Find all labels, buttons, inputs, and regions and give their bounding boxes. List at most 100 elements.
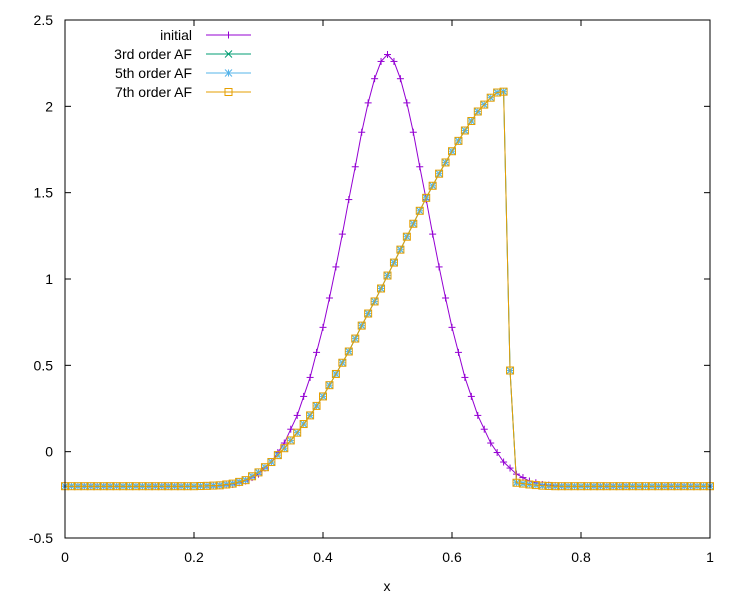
data-point xyxy=(667,482,676,491)
x-tick-label: 0.4 xyxy=(313,549,333,565)
data-point xyxy=(641,482,650,491)
data-point xyxy=(86,482,95,491)
y-tick-label: 0.5 xyxy=(34,357,54,373)
data-point xyxy=(647,482,656,491)
y-tick-label: -0.5 xyxy=(29,530,53,546)
data-point xyxy=(448,323,456,331)
data-point xyxy=(448,147,456,156)
data-point xyxy=(300,392,308,400)
data-point xyxy=(293,428,302,437)
data-point xyxy=(454,348,462,356)
data-point xyxy=(345,196,353,204)
x-tick-label: 0.8 xyxy=(571,549,591,565)
data-point xyxy=(312,401,321,410)
data-point xyxy=(190,482,198,491)
data-point xyxy=(429,230,437,238)
data-point xyxy=(80,482,89,491)
data-point xyxy=(589,482,598,491)
data-point xyxy=(422,193,431,202)
data-point xyxy=(390,57,398,65)
axes-layer: 0 0.2 0.4 0.6 0.8 1 -0.5 0 0.5 1 1.5 2 2.5 xyxy=(29,12,714,565)
series-4 xyxy=(61,87,714,491)
data-point xyxy=(609,482,618,491)
data-point xyxy=(693,482,702,491)
legend-item: 7th order AF xyxy=(115,84,251,100)
legend-item: initial xyxy=(160,27,251,43)
data-point xyxy=(518,479,527,488)
data-point xyxy=(416,163,424,171)
data-point xyxy=(351,334,360,343)
data-point xyxy=(138,482,147,491)
legend: initial 3rd order AF 5th order AF 7th order… xyxy=(114,27,251,100)
data-point xyxy=(332,263,340,271)
data-point xyxy=(403,99,411,107)
data-point xyxy=(306,411,315,420)
data-point xyxy=(228,479,237,488)
data-point xyxy=(325,294,333,302)
data-point xyxy=(506,366,515,375)
data-point xyxy=(435,263,443,271)
data-point xyxy=(215,481,224,490)
legend-item: 5th order AF xyxy=(115,65,251,81)
data-point xyxy=(480,425,488,433)
data-point xyxy=(144,482,153,491)
data-point xyxy=(93,482,102,491)
legend-marker xyxy=(224,69,233,77)
data-point xyxy=(577,482,585,491)
data-point xyxy=(377,57,385,65)
data-point xyxy=(338,358,347,367)
data-point xyxy=(319,323,327,331)
data-point xyxy=(435,169,444,178)
data-point xyxy=(358,128,366,136)
data-point xyxy=(615,482,624,491)
data-point xyxy=(325,381,334,390)
data-point xyxy=(383,271,392,280)
data-point xyxy=(557,482,566,491)
data-point xyxy=(293,411,301,419)
data-point xyxy=(396,75,404,83)
x-tick-label: 0 xyxy=(61,549,69,565)
data-point xyxy=(273,451,282,460)
y-tick-label: 0 xyxy=(45,444,53,460)
data-point xyxy=(596,482,605,491)
data-point xyxy=(222,480,231,489)
data-point xyxy=(119,482,128,491)
y-tick-label: 1.5 xyxy=(34,185,54,201)
data-point xyxy=(673,482,682,491)
data-point xyxy=(500,458,508,466)
data-point xyxy=(460,126,469,135)
y-tick-label: 2.5 xyxy=(34,12,54,28)
data-point xyxy=(177,482,186,491)
data-point xyxy=(493,449,501,457)
data-point xyxy=(254,468,263,477)
series-line xyxy=(65,91,710,487)
data-point xyxy=(73,482,82,491)
legend-label: 7th order AF xyxy=(115,84,192,100)
data-point xyxy=(493,88,502,97)
data-point xyxy=(428,181,437,190)
data-point xyxy=(467,392,475,400)
data-point xyxy=(235,477,244,486)
data-point xyxy=(480,100,489,109)
data-point xyxy=(151,482,160,491)
data-point xyxy=(338,230,346,238)
y-tick-label: 2 xyxy=(45,98,53,114)
data-point xyxy=(564,482,573,491)
data-point xyxy=(170,482,179,491)
data-point xyxy=(454,136,463,145)
data-point xyxy=(209,481,218,490)
data-point xyxy=(280,444,289,453)
data-point xyxy=(628,482,637,491)
data-point xyxy=(486,93,495,102)
data-point xyxy=(384,51,391,59)
x-axis-label: x xyxy=(384,578,391,594)
data-point xyxy=(267,458,276,467)
data-point xyxy=(125,482,134,491)
data-point xyxy=(570,482,579,491)
legend-label: 5th order AF xyxy=(115,65,192,81)
data-point xyxy=(506,464,514,472)
data-point xyxy=(442,294,450,302)
data-point xyxy=(473,107,482,116)
data-point xyxy=(364,99,372,107)
x-tick-label: 1 xyxy=(706,549,714,565)
